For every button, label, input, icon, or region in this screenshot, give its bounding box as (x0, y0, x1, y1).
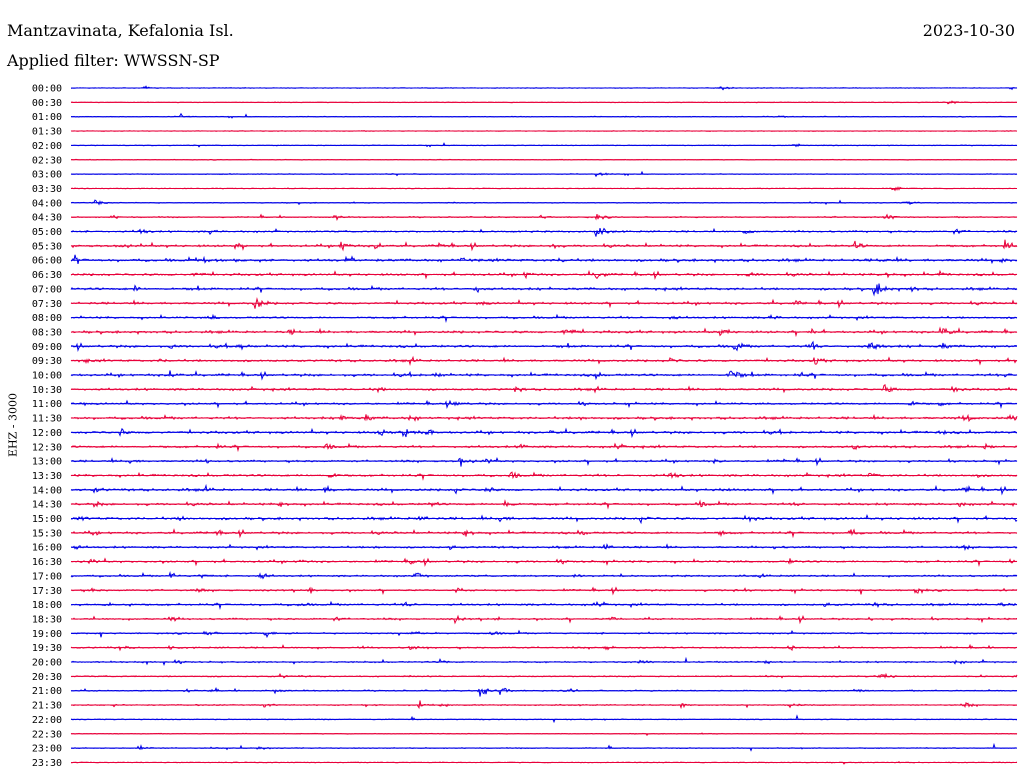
time-label: 07:30 (32, 299, 62, 310)
time-label: 14:00 (32, 485, 62, 496)
time-label: 13:30 (32, 471, 62, 482)
time-label: 21:00 (32, 686, 62, 697)
time-label: 22:30 (32, 729, 62, 740)
time-label: 08:00 (32, 313, 62, 324)
date-label: 2023-10-30 (922, 21, 1015, 40)
time-label: 14:30 (32, 500, 62, 511)
time-label: 06:00 (32, 256, 62, 267)
time-label: 17:00 (32, 571, 62, 582)
station-title: Mantzavinata, Kefalonia Isl. (7, 21, 234, 40)
time-label: 15:30 (32, 528, 62, 539)
time-label: 16:00 (32, 543, 62, 554)
time-label: 21:30 (32, 701, 62, 712)
time-label: 15:00 (32, 514, 62, 525)
time-label: 08:30 (32, 327, 62, 338)
time-label: 09:30 (32, 356, 62, 367)
trace-row-1300 (70, 457, 1018, 467)
time-label: 23:30 (32, 758, 62, 769)
time-label: 04:30 (32, 213, 62, 224)
time-label: 04:00 (32, 198, 62, 209)
time-label: 20:30 (32, 672, 62, 683)
seismic-traces (70, 85, 1018, 765)
trace-row-1830 (71, 614, 1018, 625)
time-label: 01:00 (32, 112, 62, 123)
time-label: 02:30 (32, 155, 62, 166)
trace-row-0500 (70, 227, 1018, 237)
time-label: 11:30 (32, 414, 62, 425)
time-label: 13:00 (32, 457, 62, 468)
time-tick-labels: 00:00 00:30 01:00 01:30 02:00 02:30 03:00 03:30… (32, 84, 62, 769)
trace-row-0100 (70, 112, 1018, 119)
time-label: 20:00 (32, 658, 62, 669)
trace-row-2200 (70, 714, 1017, 724)
trace-row-1500 (70, 513, 1018, 525)
time-label: 11:00 (32, 399, 62, 410)
time-label: 05:00 (32, 227, 62, 238)
time-label: 10:00 (32, 371, 62, 382)
time-label: 01:30 (32, 127, 62, 138)
trace-row-0530 (70, 239, 1018, 252)
time-label: 12:30 (32, 442, 62, 453)
time-label: 02:00 (32, 141, 62, 152)
trace-row-2130 (70, 700, 1018, 710)
time-label: 18:30 (32, 614, 62, 625)
trace-row-2100 (70, 686, 1018, 697)
trace-row-1900 (70, 629, 1018, 639)
time-label: 06:30 (32, 270, 62, 281)
time-label: 10:30 (32, 385, 62, 396)
time-label: 00:30 (32, 98, 62, 109)
trace-row-1730 (70, 586, 1018, 596)
time-label: 03:30 (32, 184, 62, 195)
time-label: 07:00 (32, 284, 62, 295)
time-label: 00:00 (32, 84, 62, 95)
trace-row-2300 (70, 742, 1017, 752)
time-label: 18:00 (32, 600, 62, 611)
time-label: 05:30 (32, 241, 62, 252)
time-label: 12:00 (32, 428, 62, 439)
time-label: 09:00 (32, 342, 62, 353)
time-label: 19:00 (32, 629, 62, 640)
time-label: 16:30 (32, 557, 62, 568)
time-label: 03:00 (32, 170, 62, 181)
trace-row-0600 (70, 254, 1018, 265)
trace-row-0730 (70, 297, 1018, 309)
time-label: 17:30 (32, 586, 62, 597)
time-label: 22:00 (32, 715, 62, 726)
trace-row-0400 (70, 199, 1018, 206)
time-label: 23:00 (32, 744, 62, 755)
trace-row-1030 (70, 383, 1018, 394)
time-label: 19:30 (32, 643, 62, 654)
filter-label: Applied filter: WWSSN-SP (7, 51, 220, 70)
